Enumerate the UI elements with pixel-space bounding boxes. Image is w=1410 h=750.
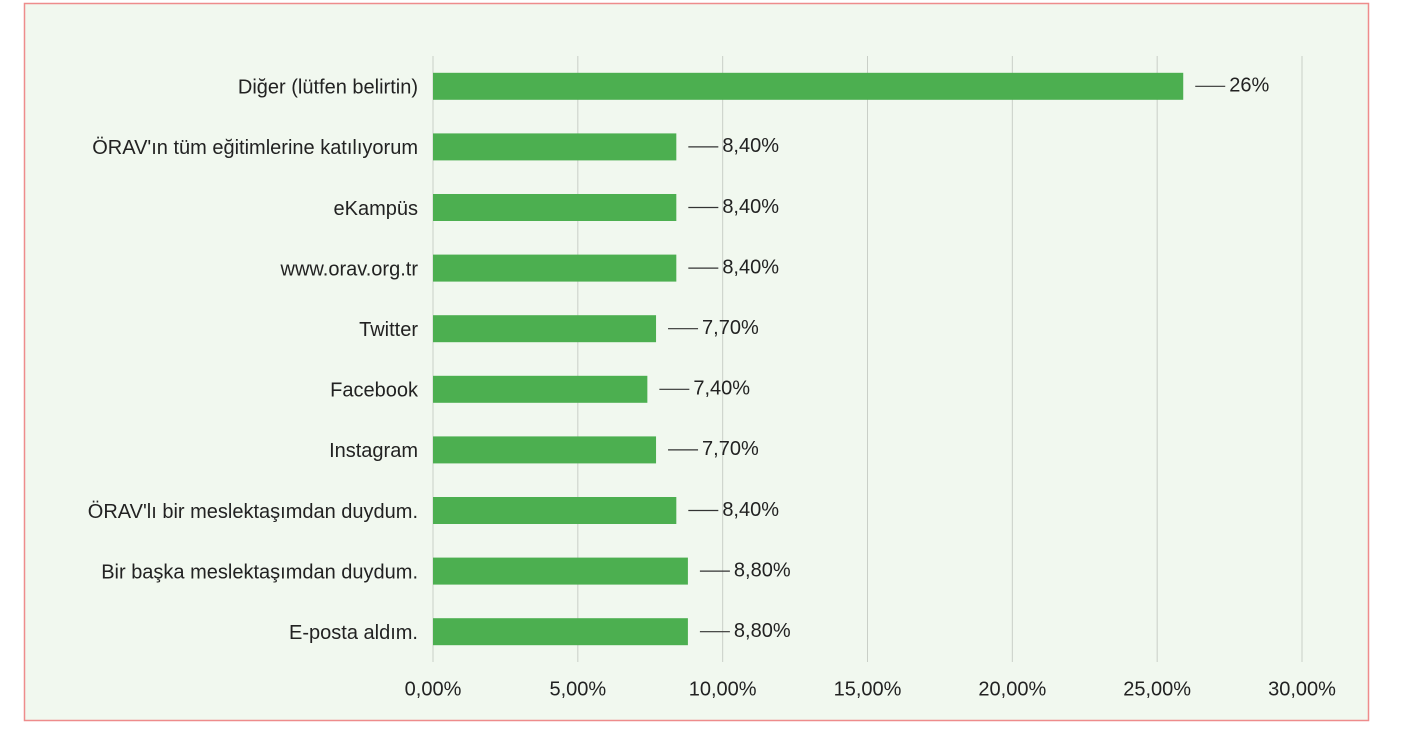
value-label: 7,70%	[702, 438, 759, 460]
value-label: 8,80%	[734, 620, 791, 642]
bar	[433, 436, 657, 464]
bar	[433, 194, 677, 221]
chart-frame	[23, 2, 1370, 722]
bar	[433, 72, 1184, 100]
x-tick-label: 10,00%	[689, 678, 757, 700]
value-label: 7,40%	[693, 378, 750, 400]
x-tick-label: 25,00%	[1123, 678, 1191, 700]
value-label: 8,40%	[722, 135, 779, 157]
x-tick-label: 5,00%	[549, 678, 606, 700]
y-tick-label: Twitter	[359, 319, 418, 341]
value-label: 8,40%	[722, 256, 779, 278]
x-tick-label: 30,00%	[1268, 678, 1336, 700]
value-label: 26%	[1229, 75, 1269, 97]
value-label: 7,70%	[702, 317, 759, 339]
bar	[433, 315, 657, 343]
bar	[433, 254, 677, 282]
x-tick-label: 20,00%	[978, 678, 1046, 700]
bar	[433, 618, 688, 646]
x-tick-label: 15,00%	[834, 678, 902, 700]
bar	[433, 557, 688, 585]
y-tick-label: www.orav.org.tr	[280, 258, 419, 280]
y-tick-label: Facebook	[330, 380, 419, 402]
bar	[433, 497, 677, 524]
y-tick-label: Instagram	[329, 440, 418, 462]
value-label: 8,40%	[722, 196, 779, 218]
y-tick-label: ÖRAV'ın tüm eğitimlerine katılıyorum	[92, 137, 418, 159]
y-tick-label: ÖRAV'lı bir meslektaşımdan duydum.	[88, 501, 418, 523]
y-tick-label: eKampüs	[334, 198, 419, 220]
value-label: 8,80%	[734, 559, 791, 581]
value-label: 8,40%	[722, 499, 779, 521]
y-tick-label: Diğer (lütfen belirtin)	[238, 77, 418, 99]
bar	[433, 375, 648, 403]
x-tick-label: 0,00%	[405, 678, 462, 700]
y-tick-label: E-posta aldım.	[289, 622, 418, 644]
y-tick-label: Bir başka meslektaşımdan duydum.	[101, 561, 418, 583]
bar	[433, 133, 677, 161]
